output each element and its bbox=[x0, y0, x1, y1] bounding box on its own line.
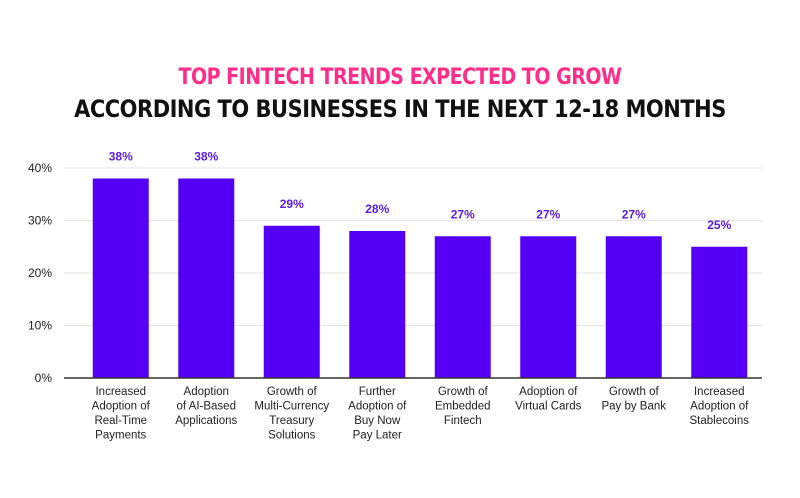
value-label: 38% bbox=[194, 150, 218, 164]
x-axis-labels: Increased Adoption of Real-Time Payments Ado… bbox=[92, 386, 750, 442]
x-tick-label: Growth of Multi-Currency Treasury Solutions bbox=[254, 386, 329, 442]
y-tick-label: 20% bbox=[28, 266, 52, 280]
x-tick-label: Increased Adoption of Stablecoins bbox=[690, 386, 750, 427]
y-tick-label: 10% bbox=[28, 319, 52, 333]
x-tick-label: Increased Adoption of Real-Time Payments bbox=[92, 386, 151, 442]
x-tick-label: Further Adoption of Buy Now Pay Later bbox=[348, 386, 407, 442]
y-axis-ticks: 0% 10% 20% 30% 40% bbox=[28, 161, 52, 385]
bars bbox=[92, 178, 748, 378]
chart-title-line-1: TOP FINTECH TRENDS EXPECTED TO GROW bbox=[178, 64, 622, 90]
bar bbox=[178, 178, 235, 378]
value-label: 29% bbox=[280, 197, 304, 211]
y-tick-label: 0% bbox=[35, 371, 53, 385]
value-label: 28% bbox=[365, 202, 389, 216]
y-tick-label: 40% bbox=[28, 161, 52, 175]
bar bbox=[263, 225, 320, 378]
x-tick-label: Growth of Embedded Fintech bbox=[435, 386, 491, 427]
x-tick-label: Growth of Pay by Bank bbox=[601, 386, 666, 413]
value-label: 25% bbox=[707, 218, 731, 232]
y-tick-label: 30% bbox=[28, 214, 52, 228]
x-tick-label: Adoption of AI-Based Applications bbox=[175, 386, 237, 427]
bar bbox=[92, 178, 149, 378]
x-tick-label: Adoption of Virtual Cards bbox=[515, 386, 582, 413]
value-label: 27% bbox=[536, 207, 560, 221]
value-label: 27% bbox=[622, 207, 646, 221]
chart-title-line-2: ACCORDING TO BUSINESSES IN THE NEXT 12-1… bbox=[74, 95, 726, 123]
bar bbox=[520, 236, 577, 378]
bar bbox=[349, 231, 406, 378]
bar bbox=[605, 236, 662, 378]
value-label: 38% bbox=[109, 150, 133, 164]
bar bbox=[691, 246, 748, 378]
bar bbox=[434, 236, 491, 378]
value-label: 27% bbox=[451, 207, 475, 221]
value-labels: 38% 38% 29% 28% 27% 27% 27% 25% bbox=[109, 150, 732, 232]
